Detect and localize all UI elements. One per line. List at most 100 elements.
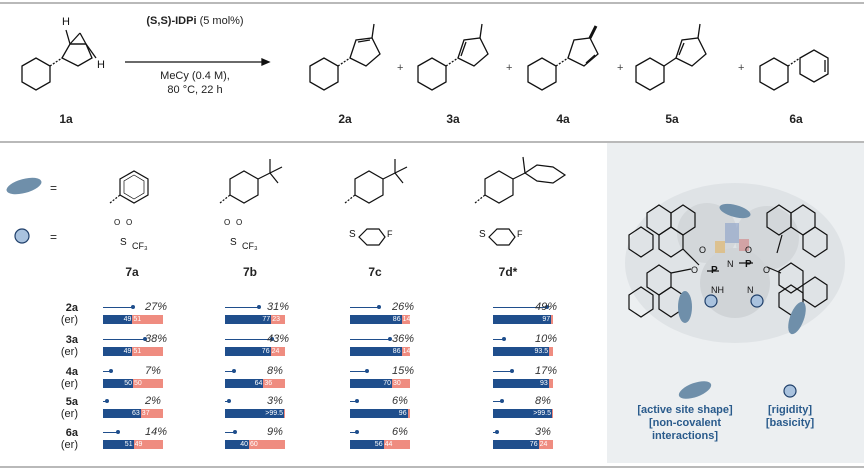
catalyst-label-7c: 7c <box>368 265 382 279</box>
er-major-segment: 86 <box>350 315 402 324</box>
er-bar: 50 50 <box>103 379 163 388</box>
left-legend <box>6 177 42 244</box>
equals-sign: = <box>50 230 58 244</box>
svg-text:N: N <box>747 285 754 295</box>
yield-lollipop <box>225 399 231 403</box>
reactant-1a-structure <box>21 29 97 91</box>
svg-text:S: S <box>349 229 356 240</box>
reactant-label: 1a <box>59 112 73 126</box>
er-major-segment: 49 <box>103 315 133 324</box>
er-minor-segment: 23 <box>271 315 285 324</box>
yield-value: 36% <box>392 333 415 345</box>
er-minor-segment: 44 <box>383 440 410 449</box>
product-6a-structure <box>759 49 829 91</box>
er-major-segment: 93 <box>493 379 549 388</box>
product-2a-structure <box>309 23 381 91</box>
svg-text:O: O <box>745 245 752 255</box>
er-minor-segment: 24 <box>538 440 553 449</box>
product-3a-structure <box>417 23 489 91</box>
catalyst-label-7b: 7b <box>242 265 257 279</box>
svg-text:O: O <box>126 218 132 227</box>
er-minor-segment: 36 <box>263 379 285 388</box>
catalyst-shape-ellipse <box>678 291 692 323</box>
row-label-5a: 5a (er) <box>60 396 78 420</box>
er-bar: 63 37 <box>103 409 163 418</box>
yield-value: 8% <box>535 395 551 407</box>
yield-value: 43% <box>267 333 290 345</box>
product-label-3a: 3a <box>446 112 460 126</box>
er-minor-segment: 30 <box>392 379 410 388</box>
er-major-segment: 76 <box>225 347 271 356</box>
product-label-2a: 2a <box>338 112 352 126</box>
er-minor-segment <box>552 409 553 418</box>
catalyst-model-illustration: O P N P O O O NH N <box>625 183 845 399</box>
er-major-segment: 76 <box>493 440 539 449</box>
yield-value: 7% <box>145 365 161 377</box>
top-rule <box>0 2 864 4</box>
svg-text:H: H <box>62 16 70 28</box>
yield-value: 15% <box>392 365 415 377</box>
active-site-shape-legend: [active site shape] [non-covalent intera… <box>637 404 733 442</box>
er-major-segment: 63 <box>103 409 141 418</box>
yield-lollipop <box>225 337 275 341</box>
er-major-segment: 50 <box>103 379 133 388</box>
yield-value: 9% <box>267 426 283 438</box>
legend-ellipse-icon <box>678 381 712 399</box>
er-bar: >99.5 <box>225 409 285 418</box>
er-bar: 49 51 <box>103 347 163 356</box>
catalyst-circle <box>704 294 718 308</box>
svg-text:CF₃: CF₃ <box>132 241 148 251</box>
er-major-segment: 86 <box>350 347 402 356</box>
yield-lollipop <box>350 399 359 403</box>
yield-lollipop <box>225 369 236 373</box>
conditions-label: 80 °C, 22 h <box>167 84 223 96</box>
product-label-5a: 5a <box>665 112 679 126</box>
er-minor-segment <box>551 315 553 324</box>
er-major-segment: 40 <box>225 440 249 449</box>
svg-text:F: F <box>387 229 393 239</box>
yield-value: 31% <box>267 301 290 313</box>
er-major-segment: 49 <box>103 347 133 356</box>
catalyst-label-7d: 7d* <box>498 265 518 279</box>
er-bar: 96 <box>350 409 410 418</box>
yield-value: 6% <box>392 426 408 438</box>
yield-lollipop <box>350 369 368 373</box>
er-bar: 40 60 <box>225 440 285 449</box>
yield-lollipop <box>225 305 262 309</box>
middle-rule <box>0 141 864 143</box>
solvent-label: MeCy (0.4 M), <box>160 70 230 82</box>
yield-value: 8% <box>267 365 283 377</box>
svg-text:O: O <box>114 218 120 227</box>
er-bar: 93.5 <box>493 347 553 356</box>
er-bar: 86 14 <box>350 315 410 324</box>
er-minor-segment: 14 <box>401 347 410 356</box>
er-bar: 70 30 <box>350 379 410 388</box>
er-major-segment: 97 <box>493 315 552 324</box>
er-major-segment: 51 <box>103 440 134 449</box>
er-bar: 93 <box>493 379 553 388</box>
bottom-rule <box>0 466 864 468</box>
yield-value: 26% <box>392 301 415 313</box>
yield-lollipop <box>493 399 504 403</box>
legend-circle-icon <box>783 384 797 398</box>
reaction-scheme: H H <box>21 16 829 91</box>
rigidity-basicity-legend: [rigidity] [basicity] <box>765 404 815 429</box>
row-label-4a: 4a (er) <box>60 366 78 390</box>
yield-value: 2% <box>145 395 161 407</box>
yield-lollipop <box>103 305 135 309</box>
yield-lollipop <box>103 399 109 403</box>
yield-lollipop <box>350 430 359 434</box>
er-major-segment: >99.5 <box>493 409 552 418</box>
yield-lollipop <box>225 430 237 434</box>
yield-value: 14% <box>145 426 168 438</box>
circle-shape-icon <box>14 228 30 244</box>
er-major-segment: 96 <box>350 409 408 418</box>
svg-text:O: O <box>236 218 242 227</box>
catalyst-label-7a: 7a <box>125 265 139 279</box>
catalyst-circle <box>750 294 764 308</box>
yield-value: 6% <box>392 395 408 407</box>
product-5a-structure <box>635 23 707 91</box>
catalyst-shape-ellipse <box>788 301 806 335</box>
svg-text:F: F <box>517 229 523 239</box>
er-bar: 49 51 <box>103 315 163 324</box>
